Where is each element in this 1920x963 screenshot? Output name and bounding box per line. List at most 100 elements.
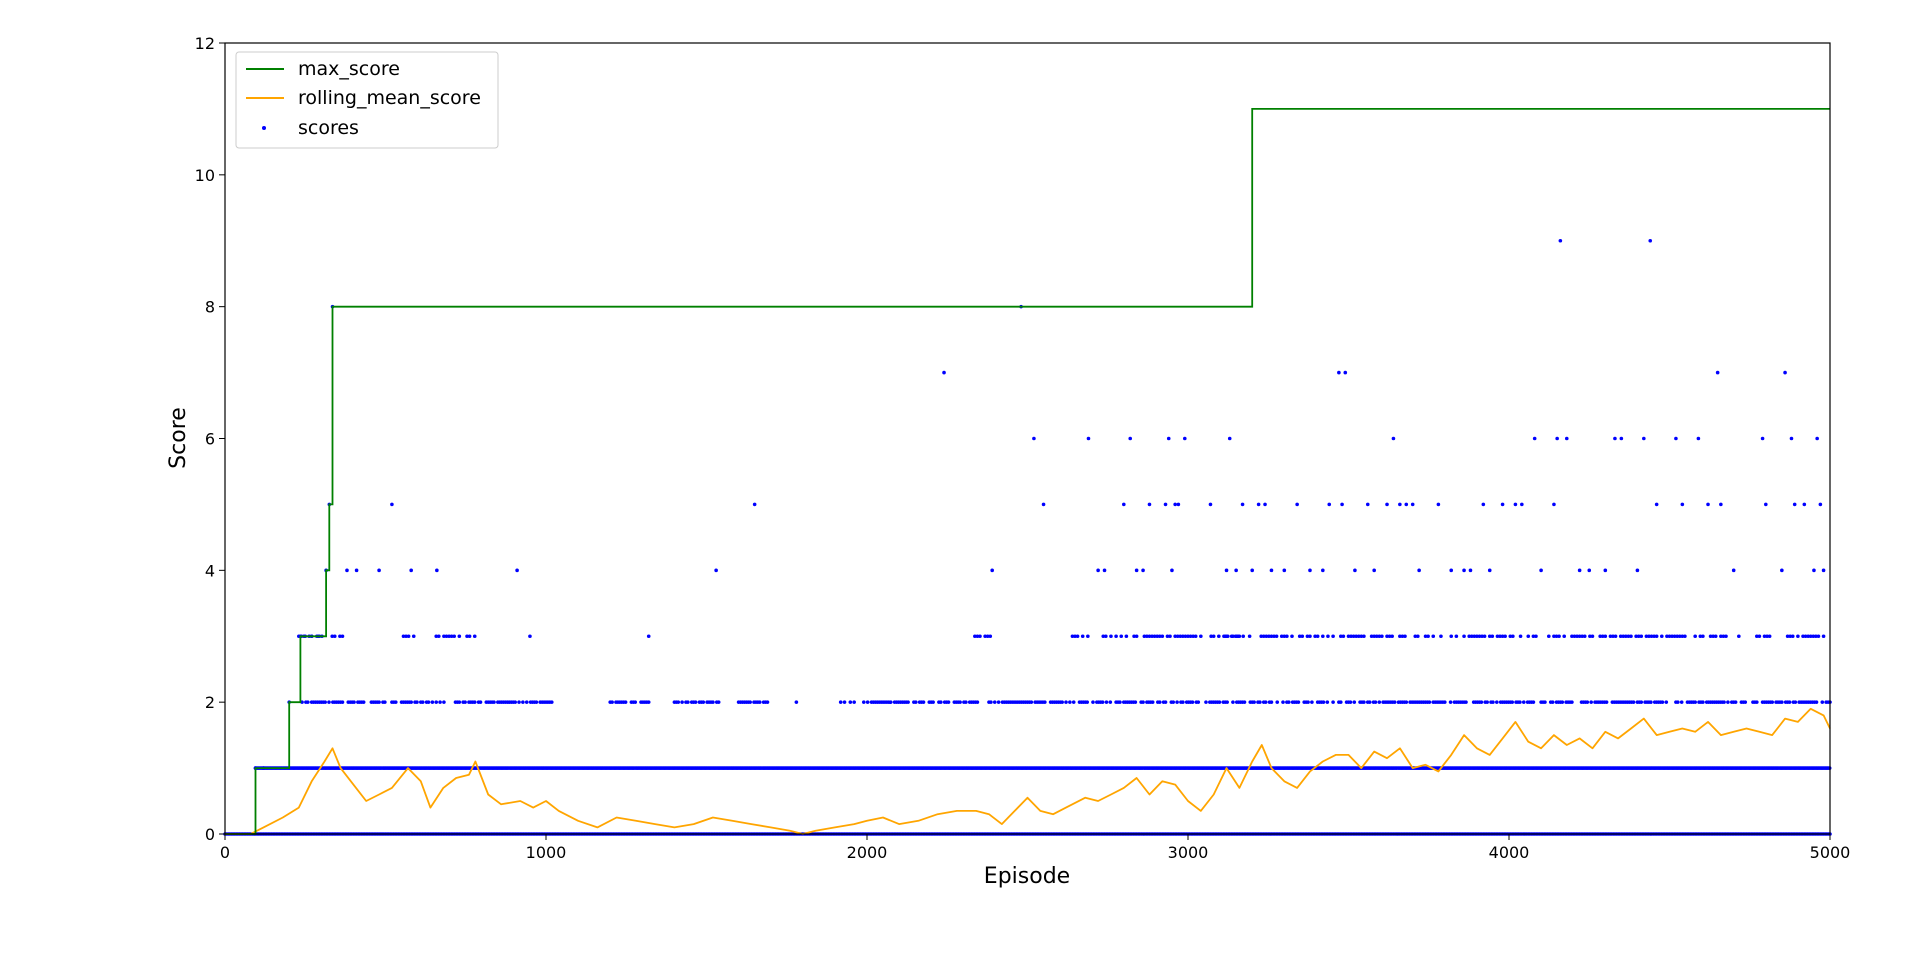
score-point	[1404, 700, 1409, 704]
score-point	[1788, 634, 1792, 639]
score-point	[1308, 634, 1312, 639]
score-point	[449, 634, 454, 639]
score-point	[1085, 700, 1090, 704]
score-point	[1338, 634, 1343, 639]
score-point	[1285, 634, 1289, 639]
score-point	[752, 502, 757, 507]
score-point	[1764, 502, 1768, 507]
score-point	[1719, 634, 1723, 639]
score-point	[1175, 700, 1179, 704]
score-point	[1196, 700, 1201, 704]
score-point	[1398, 634, 1402, 639]
score-point	[1142, 634, 1147, 639]
score-point	[1793, 700, 1798, 704]
score-point	[1340, 502, 1344, 507]
score-point	[1150, 700, 1155, 704]
score-point	[1233, 634, 1238, 639]
score-point	[1134, 634, 1139, 639]
score-point	[1354, 634, 1359, 639]
score-point	[1176, 502, 1181, 507]
score-point	[1560, 700, 1565, 704]
score-point	[457, 634, 462, 639]
score-point	[1708, 634, 1713, 639]
score-point	[340, 634, 345, 639]
score-point	[1325, 700, 1330, 704]
score-point	[404, 634, 408, 639]
score-point	[1587, 568, 1592, 573]
x-tick-label: 5000	[1810, 843, 1851, 862]
score-point	[1413, 634, 1418, 639]
score-point	[1639, 700, 1644, 704]
score-point	[1387, 634, 1392, 639]
score-point	[1543, 700, 1547, 704]
score-point	[1608, 634, 1613, 639]
score-point	[1547, 634, 1551, 639]
score-point	[1403, 634, 1407, 639]
score-point	[1281, 700, 1285, 704]
score-point	[1796, 634, 1800, 639]
score-point	[1168, 634, 1172, 639]
score-point	[434, 700, 439, 704]
score-point	[1313, 634, 1317, 639]
score-point	[1481, 502, 1486, 507]
score-point	[676, 700, 681, 704]
x-axis: 0 1000 2000 3000 4000 5000	[220, 834, 1850, 862]
score-point	[1150, 634, 1154, 639]
score-point	[1635, 568, 1640, 573]
score-point	[465, 634, 469, 639]
score-point	[1649, 700, 1653, 704]
score-point	[1449, 568, 1454, 573]
score-point	[610, 700, 614, 704]
score-point	[1648, 238, 1653, 243]
score-point	[1618, 634, 1623, 639]
score-point	[1526, 634, 1531, 639]
score-point	[1256, 502, 1261, 507]
score-point	[1101, 634, 1106, 639]
score-point	[711, 700, 715, 704]
score-point	[1480, 634, 1484, 639]
score-point	[1227, 436, 1232, 441]
score-point	[1439, 634, 1443, 639]
score-point	[1269, 700, 1274, 704]
score-point	[1487, 568, 1492, 573]
score-point	[1173, 502, 1177, 507]
score-point	[430, 700, 435, 704]
score-point	[1269, 634, 1274, 639]
score-point	[1589, 700, 1593, 704]
y-tick-label: 4	[205, 561, 215, 580]
score-point	[1780, 700, 1784, 704]
score-point	[1808, 634, 1813, 639]
score-point	[1224, 568, 1229, 573]
score-point	[377, 700, 381, 704]
score-point	[1802, 502, 1807, 507]
score-point	[842, 700, 847, 704]
score-point	[1321, 700, 1326, 704]
score-point	[1297, 634, 1302, 639]
score-point	[988, 634, 993, 639]
score-point	[1128, 436, 1133, 441]
score-point	[1349, 634, 1353, 639]
score-point	[513, 700, 517, 704]
score-point	[1427, 700, 1432, 704]
score-point	[1659, 634, 1664, 639]
score-point	[1550, 700, 1555, 704]
score-point	[1654, 502, 1659, 507]
score-point	[1133, 700, 1138, 704]
score-point	[1814, 700, 1819, 704]
score-point	[946, 700, 951, 704]
score-point	[1731, 568, 1736, 573]
score-point	[1603, 634, 1608, 639]
score-point	[1296, 700, 1301, 704]
score-point	[1557, 634, 1561, 639]
score-point	[1634, 634, 1638, 639]
score-point	[1426, 634, 1430, 639]
score-point	[1275, 700, 1280, 704]
score-point	[1513, 502, 1518, 507]
score-point	[1377, 700, 1382, 704]
x-tick-label: 2000	[847, 843, 888, 862]
score-point	[1679, 700, 1684, 704]
score-point	[1272, 634, 1276, 639]
score-point	[409, 568, 413, 573]
score-point	[1068, 700, 1072, 704]
score-point	[1141, 700, 1145, 704]
